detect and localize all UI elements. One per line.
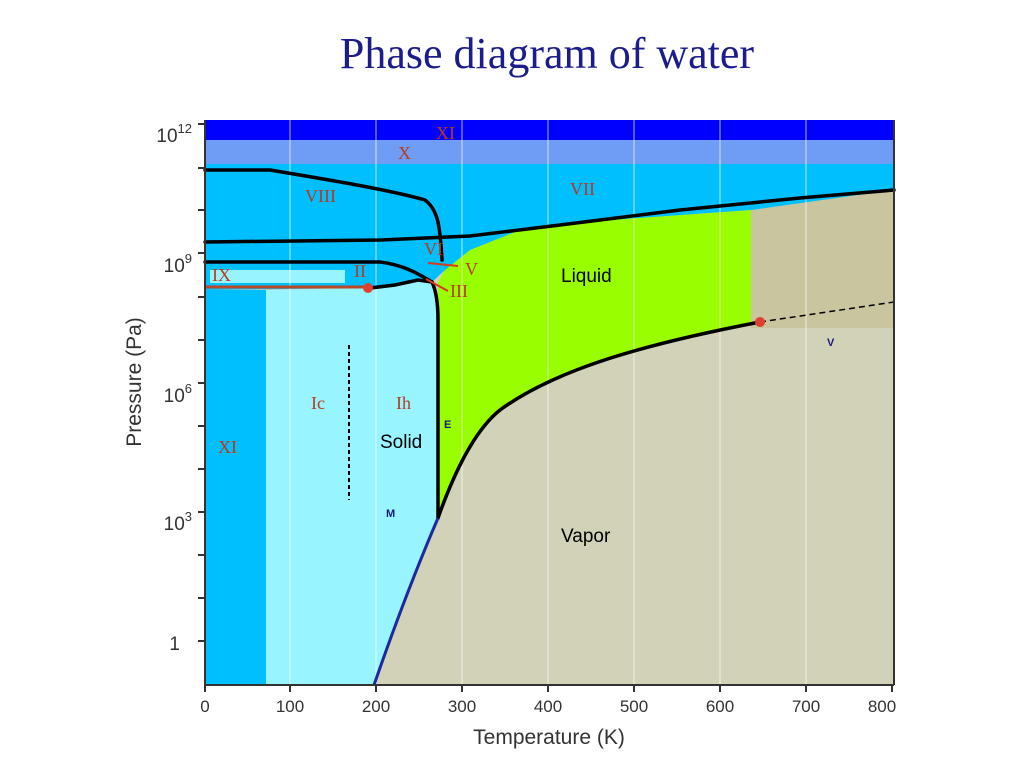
x-tick-label: 0 [200,697,209,716]
label-ice-ic: Ic [311,393,325,413]
label-ice-ix: IX [212,265,231,285]
y-tick-label: 1012 [156,121,192,147]
slide-title: Phase diagram of water [339,29,755,78]
vaporization-curve [436,320,762,520]
y-tick-label: 1 [169,634,180,655]
supercritical-region [751,190,894,328]
label-liquid: Liquid [561,266,612,287]
label-solid: Solid [380,432,422,453]
critical-point [755,317,765,327]
label-ice-x: X [398,143,411,163]
x-tick-label: 700 [792,697,820,716]
liquid-region [438,210,751,518]
boundary-vii [203,188,896,244]
y-tick-label: 109 [164,251,192,277]
y-axis-label: Pressure (Pa) [123,317,146,447]
x-ticks [204,685,893,692]
critical-dashed-line [759,301,895,323]
phase-boundaries [203,168,896,520]
label-ice-ih: Ih [396,393,411,413]
x-tick-label: 800 [868,697,896,716]
label-ice-iii: III [450,281,468,301]
label-ice-xi-low: XI [218,437,237,457]
label-ice-viii: VIII [305,186,336,206]
sublimation-curve [372,517,440,686]
label-ice-v: V [465,259,478,279]
label-ice-xi-high: XI [436,123,455,143]
x-tick-label: 200 [362,697,390,716]
ii-point [363,283,373,293]
x-tick-label: 100 [276,697,304,716]
phase-regions [205,120,894,685]
ice-x-region [205,140,894,164]
marker-v: V [827,337,835,349]
ice-ix-band [210,270,345,283]
x-tick-labels: 0 100 200 300 400 500 600 700 800 [200,697,896,716]
ice-xi-low-region [205,290,266,685]
arrows [425,262,459,292]
y-tick-label: 106 [164,381,192,407]
label-ice-vii: VII [570,179,595,199]
label-vapor: Vapor [561,526,611,547]
y-tick-labels: 1012 109 106 103 1 [156,121,192,655]
y-ticks [198,123,205,642]
axes [204,120,895,686]
marker-e: E [444,419,451,431]
ice-xi-top-region [205,120,894,140]
label-ice-vi: VI [424,239,443,259]
marker-m: M [386,508,395,520]
boundary-ii-iii [368,278,434,290]
x-tick-label: 400 [534,697,562,716]
x-tick-label: 600 [706,697,734,716]
label-ice-ii: II [354,261,366,281]
x-tick-label: 500 [620,697,648,716]
x-axis-label: Temperature (K) [473,726,625,749]
y-tick-label: 103 [164,509,192,535]
x-tick-label: 300 [448,697,476,716]
melting-curve [430,280,440,520]
boundary-viii [203,168,444,262]
solid-ice-low-region [266,280,438,685]
